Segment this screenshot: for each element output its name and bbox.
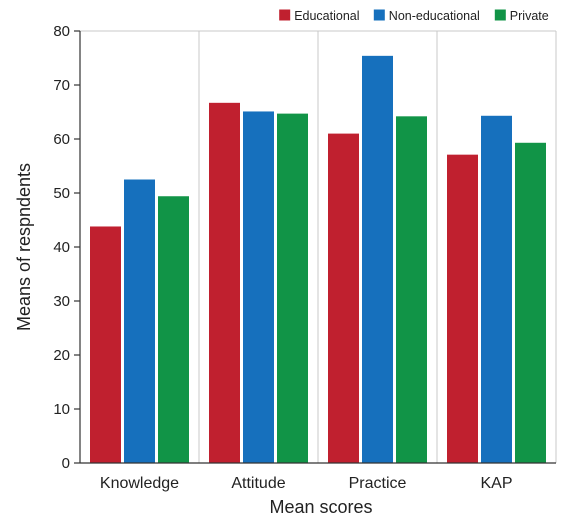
legend-swatch-private xyxy=(494,9,506,21)
y-tick-label-20: 20 xyxy=(53,347,70,364)
y-tick-label-0: 0 xyxy=(62,455,70,472)
legend-label-private: Private xyxy=(510,9,549,23)
y-tick-label-10: 10 xyxy=(53,401,70,418)
bar-knowledge-educational xyxy=(90,226,121,463)
y-tick-label-80: 80 xyxy=(53,23,70,40)
bar-attitude-non-educational xyxy=(243,111,274,464)
bar-attitude-educational xyxy=(209,102,240,463)
bar-attitude-private xyxy=(277,113,308,464)
grid-layer xyxy=(80,30,557,463)
axes-layer: Knowledge Attitude Practice KAP 0 10 20 30 40 50 6… xyxy=(53,23,556,492)
legend-swatch-educational xyxy=(279,9,291,21)
y-tick-label-30: 30 xyxy=(53,293,70,310)
y-axis-title: Means of respndents xyxy=(14,163,34,331)
legend-swatch-non-educational xyxy=(373,9,385,21)
bar-kap-non-educational xyxy=(481,115,512,463)
y-tick-label-40: 40 xyxy=(53,239,70,256)
x-tick-label-knowledge: Knowledge xyxy=(100,475,179,492)
x-tick-label-attitude: Attitude xyxy=(231,475,285,492)
legend: Educational Non-educational Private xyxy=(279,9,549,23)
y-tick-label-50: 50 xyxy=(53,185,70,202)
x-tick-label-practice: Practice xyxy=(349,475,407,492)
x-tick-label-kap: KAP xyxy=(480,475,512,492)
x-axis-title: Mean scores xyxy=(269,497,372,517)
y-tick-label-70: 70 xyxy=(53,77,70,94)
bar-knowledge-private xyxy=(158,196,189,464)
bar-kap-educational xyxy=(447,154,478,463)
bar-kap-private xyxy=(515,142,546,463)
bars-layer xyxy=(90,55,546,464)
bar-practice-educational xyxy=(328,133,359,463)
legend-label-non-educational: Non-educational xyxy=(389,9,480,23)
bar-practice-non-educational xyxy=(362,55,393,464)
legend-label-educational: Educational xyxy=(294,9,359,23)
bar-knowledge-non-educational xyxy=(124,179,155,463)
bar-practice-private xyxy=(396,116,427,463)
y-tick-label-60: 60 xyxy=(53,131,70,148)
